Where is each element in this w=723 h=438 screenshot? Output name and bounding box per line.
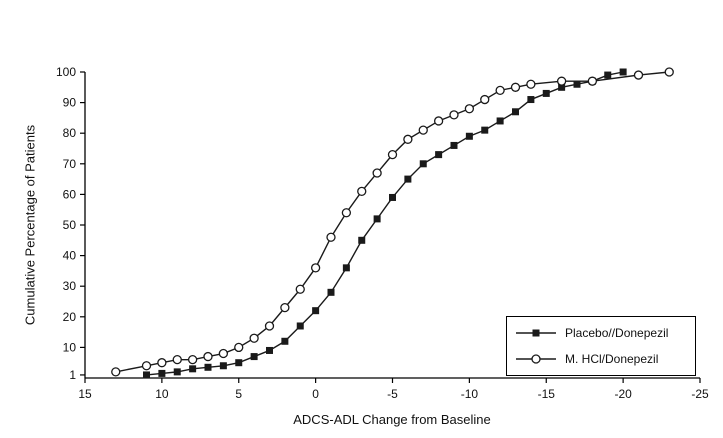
- y-tick-label: 10: [63, 340, 77, 354]
- legend: Placebo//Donepezil M. HCl/Donepezil: [506, 316, 696, 376]
- x-tick-label: 0: [312, 387, 319, 401]
- legend-label-placebo: Placebo//Donepezil: [565, 326, 669, 340]
- x-tick-label: -15: [538, 387, 556, 401]
- square-data-marker: [435, 151, 443, 159]
- square-data-marker: [327, 288, 335, 296]
- square-data-marker: [296, 322, 304, 330]
- circle-data-marker: [372, 168, 382, 178]
- x-tick-label: -10: [461, 387, 479, 401]
- circle-data-marker: [664, 67, 674, 77]
- legend-row-placebo: Placebo//Donepezil: [513, 326, 689, 340]
- square-data-marker: [389, 193, 396, 201]
- circle-data-marker: [418, 125, 428, 135]
- x-tick-label: -25: [691, 387, 709, 401]
- square-data-marker: [173, 368, 181, 376]
- x-tick-label: 15: [78, 387, 92, 401]
- y-tick-label: 60: [63, 187, 77, 201]
- y-tick-label: 100: [56, 65, 76, 79]
- circle-data-marker: [187, 354, 198, 365]
- circle-data-marker: [218, 348, 229, 359]
- square-data-marker: [204, 363, 212, 371]
- circle-data-marker: [172, 354, 182, 365]
- circle-data-marker: [357, 186, 367, 196]
- square-data-marker: [527, 96, 535, 104]
- square-data-marker: [404, 175, 412, 183]
- square-data-marker: [235, 359, 243, 367]
- circle-data-marker: [341, 208, 352, 218]
- y-tick-label: 50: [63, 218, 77, 232]
- circle-data-marker: [157, 358, 167, 368]
- square-data-marker: [266, 346, 273, 354]
- circle-data-marker: [295, 284, 305, 294]
- x-axis-label: ADCS-ADL Change from Baseline: [293, 412, 491, 427]
- circle-data-marker: [495, 85, 505, 96]
- y-tick-label: 90: [63, 96, 77, 110]
- square-series-sample-icon: [516, 329, 556, 337]
- square-data-marker: [450, 141, 458, 149]
- x-tick-label: -5: [387, 387, 398, 401]
- x-tick-label: 10: [155, 387, 169, 401]
- square-data-marker: [542, 89, 550, 97]
- y-tick-label: 80: [63, 126, 77, 140]
- circle-data-marker: [310, 263, 321, 273]
- circle-data-marker: [326, 232, 336, 242]
- circle-data-marker: [203, 351, 213, 362]
- circle-data-marker: [510, 82, 521, 92]
- circle-data-marker: [633, 70, 644, 80]
- circle-data-marker: [480, 94, 490, 105]
- square-data-marker: [604, 71, 612, 79]
- square-data-marker: [573, 80, 581, 88]
- circle-data-marker: [433, 116, 444, 126]
- y-tick-label: 40: [63, 249, 77, 263]
- circle-data-marker: [526, 79, 536, 89]
- circle-data-marker: [387, 149, 398, 160]
- legend-row-mhcl: M. HCl/Donepezil: [513, 352, 689, 366]
- circle-data-marker: [464, 104, 475, 114]
- circle-data-marker: [449, 110, 459, 120]
- square-data-marker: [465, 132, 473, 140]
- square-data-marker: [158, 369, 166, 377]
- square-data-marker: [189, 365, 197, 373]
- y-tick-label: 1: [69, 368, 76, 382]
- y-axis-label: Cumulative Percentage of Patients: [22, 124, 38, 326]
- y-tick-label: 30: [63, 279, 77, 293]
- square-data-marker: [481, 126, 489, 134]
- square-data-marker: [558, 83, 566, 91]
- circle-data-marker: [249, 333, 259, 343]
- square-data-marker: [373, 215, 381, 223]
- y-tick-label: 70: [63, 157, 77, 171]
- circle-data-marker: [587, 76, 598, 86]
- square-data-marker: [143, 371, 150, 379]
- y-tick-label: 20: [63, 310, 77, 324]
- square-data-marker: [619, 68, 627, 76]
- circle-series-sample-icon: [516, 354, 556, 364]
- circle-data-marker: [111, 367, 121, 377]
- circle-data-marker: [234, 342, 244, 353]
- square-data-marker: [496, 117, 504, 125]
- square-data-marker: [219, 362, 227, 370]
- circle-data-marker: [403, 134, 413, 144]
- legend-label-mhcl: M. HCl/Donepezil: [565, 352, 659, 366]
- circle-data-marker: [556, 76, 567, 86]
- square-data-marker: [250, 353, 258, 361]
- square-data-marker: [312, 307, 320, 315]
- square-data-marker: [512, 108, 519, 116]
- x-tick-label: 5: [235, 387, 242, 401]
- circle-data-marker: [280, 302, 290, 313]
- square-data-marker: [419, 160, 427, 168]
- square-data-marker: [358, 236, 366, 244]
- circle-data-marker: [264, 321, 275, 331]
- square-data-marker: [342, 264, 350, 272]
- circle-data-marker: [141, 361, 152, 371]
- x-tick-label: -20: [614, 387, 632, 401]
- square-data-marker: [281, 337, 289, 345]
